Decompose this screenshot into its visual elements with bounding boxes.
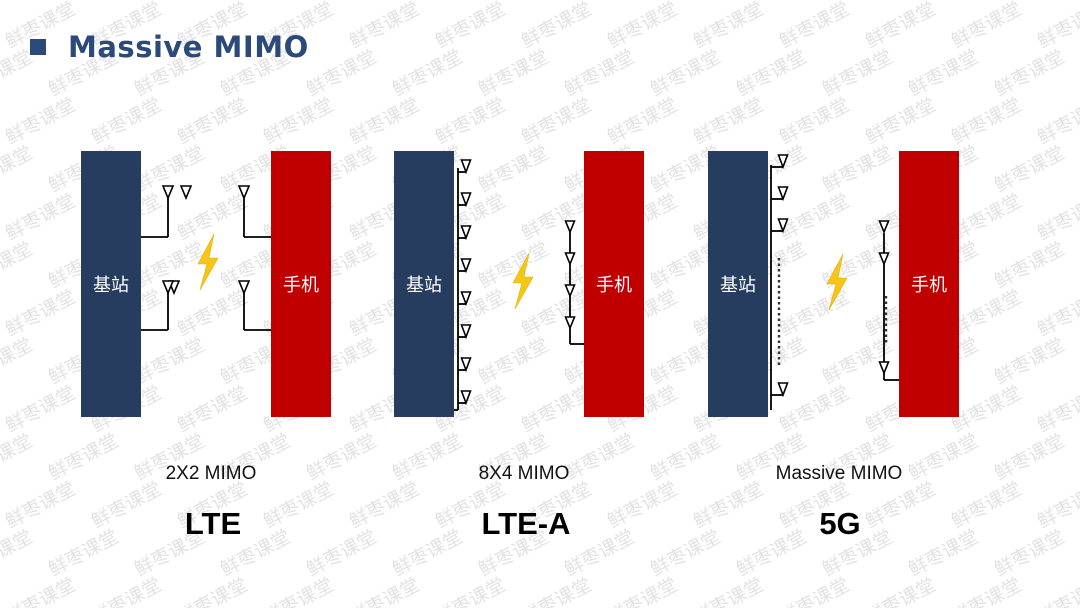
- antenna-icon: [460, 357, 472, 373]
- antenna-icon: [777, 218, 789, 234]
- phone-label: 手机: [911, 275, 947, 296]
- generation-label: LTE-A: [481, 506, 571, 541]
- antenna-icon: [878, 220, 890, 235]
- antenna-icon: [460, 291, 472, 307]
- antenna-icon: [777, 154, 789, 170]
- base-station-block: 基站: [394, 151, 454, 417]
- antenna-icon: [237, 280, 251, 296]
- antenna-icon: [777, 186, 789, 202]
- mimo-config-label: 8X4 MIMO: [478, 463, 570, 484]
- antenna-icon: [161, 280, 175, 296]
- page-title: Massive MIMO: [68, 30, 309, 64]
- antenna-icon: [460, 225, 472, 241]
- lightning-bolt-icon: [197, 233, 219, 291]
- lightning-bolt-icon: [826, 253, 848, 311]
- antenna-icon: [161, 185, 175, 201]
- phone-label: 手机: [283, 275, 319, 296]
- phone-label: 手机: [596, 275, 632, 296]
- mimo-config-label: Massive MIMO: [775, 463, 903, 484]
- base-station-label: 基站: [93, 275, 129, 296]
- base-station-block: 基站: [81, 151, 141, 417]
- antenna-icon: [878, 252, 890, 267]
- antenna-icon: [237, 185, 251, 201]
- generation-label: 5G: [819, 506, 861, 541]
- title-bullet-square: [30, 39, 46, 55]
- antenna-icon: [777, 382, 789, 398]
- antenna-icon: [460, 258, 472, 274]
- generation-label: LTE: [184, 506, 242, 541]
- antenna-icon: [564, 316, 576, 331]
- lightning-bolt-icon: [512, 252, 534, 310]
- phone-block: 手机: [584, 151, 644, 417]
- antenna-icon: [564, 252, 576, 267]
- title-row: Massive MIMO: [30, 30, 309, 64]
- antenna-icon: [564, 284, 576, 299]
- antenna-icon: [460, 390, 472, 406]
- antenna-icon: [179, 185, 193, 201]
- mimo-config-label: 2X2 MIMO: [165, 463, 257, 484]
- phone-block: 手机: [899, 151, 959, 417]
- antenna-icon: [460, 324, 472, 340]
- base-station-label: 基站: [406, 275, 442, 296]
- phone-block: 手机: [271, 151, 331, 417]
- antenna-icon: [460, 192, 472, 208]
- antenna-icon: [460, 159, 472, 175]
- base-station-label: 基站: [720, 275, 756, 296]
- antenna-icon: [564, 220, 576, 235]
- antenna-icon: [878, 361, 890, 376]
- base-station-block: 基站: [708, 151, 768, 417]
